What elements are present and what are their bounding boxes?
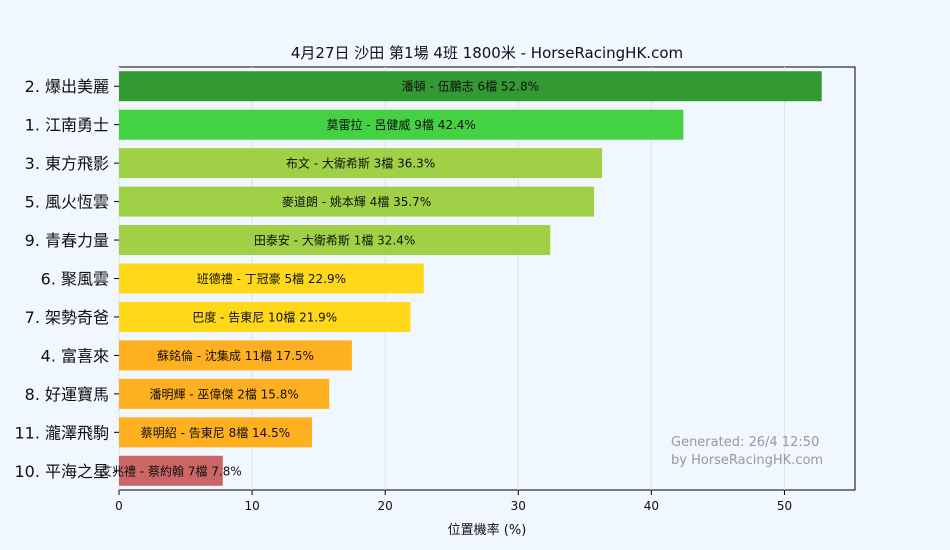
bar — [119, 71, 822, 102]
y-tick-label: 11. 瀧澤飛駒 — [14, 423, 109, 442]
y-tick-label: 8. 好運寶馬 — [25, 385, 109, 404]
bar-label: 蔡明紹 - 告東尼 8檔 14.5% — [141, 426, 290, 440]
y-tick-label: 10. 平海之星 — [14, 462, 109, 481]
bar-label: 布文 - 大衛希斯 3檔 36.3% — [286, 156, 435, 171]
bar — [119, 148, 603, 179]
x-tick-label: 0 — [115, 499, 123, 513]
bar-label: 潘明輝 - 巫偉傑 2檔 15.8% — [149, 387, 298, 401]
x-tick-label: 40 — [644, 499, 659, 513]
bar — [119, 109, 684, 140]
bar-label: 田泰安 - 大衛希斯 1檔 32.4% — [254, 233, 415, 248]
y-tick-label: 1. 江南勇士 — [25, 116, 109, 135]
x-tick-label: 20 — [378, 499, 393, 513]
y-tick-label: 6. 聚風雲 — [41, 270, 109, 289]
bar — [119, 378, 330, 409]
x-ticks: 0 10 20 30 40 50 — [115, 490, 792, 513]
bar — [119, 263, 424, 294]
y-tick-label: 9. 青春力量 — [25, 231, 109, 250]
x-axis-label: 位置機率 (%) — [448, 522, 527, 538]
bar — [119, 225, 551, 256]
chart-title: 4月27日 沙田 第1場 4班 1800米 - HorseRacingHK.co… — [291, 44, 683, 62]
bar-labels: 潘頓 - 伍鵬志 6檔 52.8% 莫雷拉 - 呂健威 9檔 42.4% 布文 - … — [100, 80, 539, 479]
y-tick-label: 2. 爆出美麗 — [25, 77, 109, 96]
y-tick-label: 4. 富喜來 — [41, 346, 109, 365]
bar-label: 麥道朗 - 姚本輝 4檔 35.7% — [282, 195, 431, 209]
bar — [119, 340, 352, 371]
bars — [119, 71, 822, 486]
x-tick-label: 10 — [244, 499, 259, 513]
y-tick-label: 3. 東方飛影 — [25, 154, 109, 173]
x-tick-label: 30 — [511, 499, 526, 513]
x-tick-label: 50 — [777, 499, 792, 513]
bar-label: 莫雷拉 - 呂健威 9檔 42.4% — [326, 117, 475, 132]
y-tick-label: 5. 風火恆雲 — [25, 193, 109, 212]
bar — [119, 455, 223, 486]
y-tick-label: 7. 架勢奇爸 — [25, 308, 109, 327]
y-tick-labels: 2. 爆出美麗 1. 江南勇士 3. 東方飛影 5. 風火恆雲 9. 青春力量 6. 聚風… — [14, 77, 119, 481]
bar — [119, 417, 312, 448]
bar-label: 班德禮 - 丁冠豪 5檔 22.9% — [197, 271, 346, 286]
bar — [119, 186, 595, 217]
watermark-line-2: by HorseRacingHK.com — [671, 453, 823, 468]
bar-label: 巴度 - 告東尼 10檔 21.9% — [192, 309, 337, 324]
bar-label: 艾兆禮 - 蔡約翰 7檔 7.8% — [100, 463, 242, 478]
watermark-line-1: Generated: 26/4 12:50 — [671, 435, 819, 450]
bar — [119, 301, 411, 332]
bar-label: 蘇銘倫 - 沈集成 11檔 17.5% — [157, 348, 314, 363]
bar-label: 潘頓 - 伍鵬志 6檔 52.8% — [402, 80, 539, 94]
